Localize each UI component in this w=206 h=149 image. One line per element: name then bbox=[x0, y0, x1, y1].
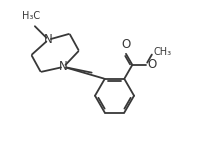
Text: O: O bbox=[121, 38, 130, 51]
Text: H₃C: H₃C bbox=[22, 11, 40, 21]
Text: N: N bbox=[59, 60, 68, 73]
Text: O: O bbox=[146, 58, 156, 71]
Text: CH₃: CH₃ bbox=[153, 47, 171, 57]
Text: N: N bbox=[44, 33, 53, 46]
